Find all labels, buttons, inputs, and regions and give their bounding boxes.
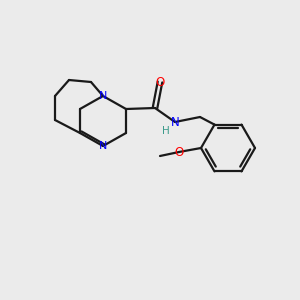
Text: O: O — [155, 76, 165, 88]
Text: N: N — [171, 116, 179, 128]
Text: N: N — [99, 141, 107, 151]
Text: H: H — [162, 126, 170, 136]
Text: N: N — [99, 91, 107, 101]
Text: O: O — [174, 146, 184, 158]
